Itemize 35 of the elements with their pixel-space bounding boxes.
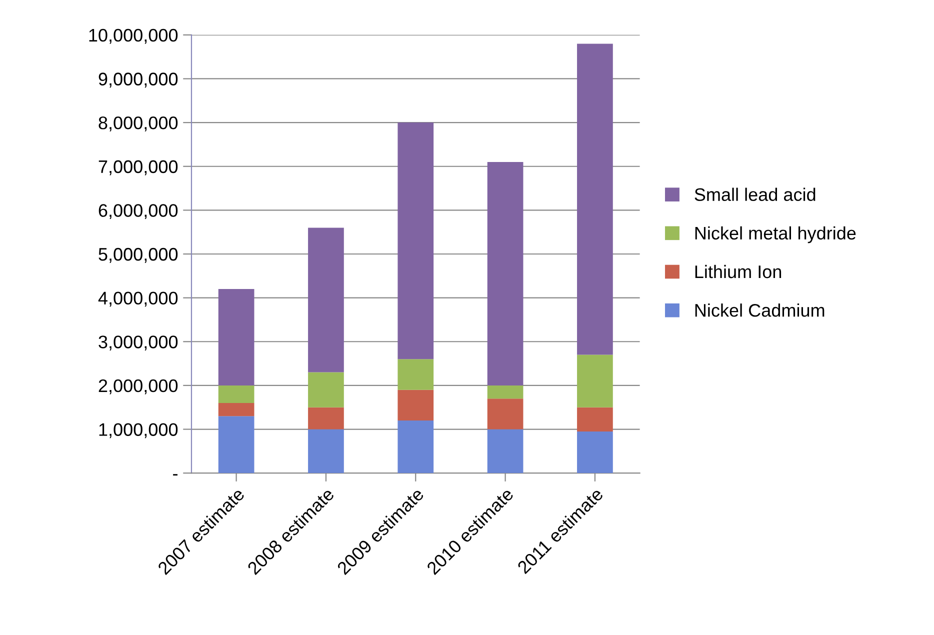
bar [308,372,344,408]
bar [308,228,344,372]
legend-label: Small lead acid [694,188,816,202]
bar [577,431,613,474]
legend-label: Lithium Ion [695,264,782,278]
bar [577,407,613,432]
bar [577,354,613,408]
bar [218,289,254,386]
bar [218,416,254,474]
y-tick-label: 8,000,000 [98,116,178,132]
legend-label: Nickel Cadmium [695,304,824,317]
bar [308,407,344,430]
bar [398,420,434,474]
legend-label: Nickel metal hydride [695,226,856,244]
bar [487,429,524,474]
bar [398,359,434,390]
y-tick-label: 7,000,000 [98,160,178,176]
bar [218,385,254,403]
bar [398,390,434,420]
y-tick-label: 3,000,000 [98,336,178,350]
y-tick-label: - [173,474,178,476]
bar [487,162,524,386]
y-tick-label: 5,000,000 [98,248,178,263]
bar [218,402,254,416]
y-tick-label: 10,000,000 [89,28,178,44]
bar [577,44,613,355]
y-tick-label: 2,000,000 [98,379,178,394]
y-tick-label: 1,000,000 [99,423,178,438]
y-tick-label: 4,000,000 [98,292,178,307]
bar [398,122,434,360]
y-tick-label: 9,000,000 [98,72,178,88]
bar [487,385,524,399]
y-tick-label: 6,000,000 [98,204,178,220]
bar [487,398,524,430]
bar [308,429,344,474]
